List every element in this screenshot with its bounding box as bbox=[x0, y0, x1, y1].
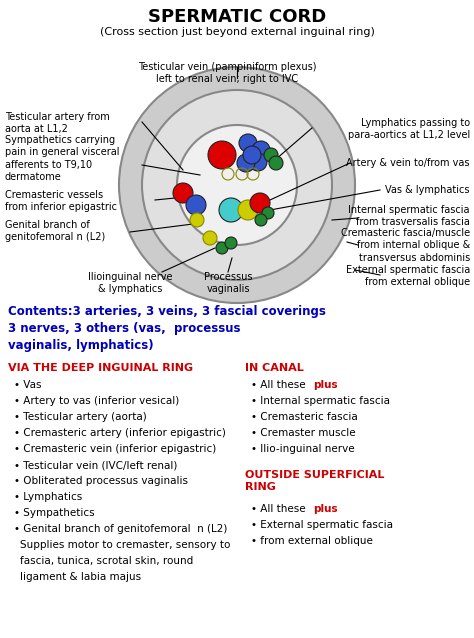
Circle shape bbox=[186, 195, 206, 215]
Circle shape bbox=[219, 198, 243, 222]
Text: • Obliterated processus vaginalis: • Obliterated processus vaginalis bbox=[14, 476, 188, 486]
Circle shape bbox=[177, 125, 297, 245]
Circle shape bbox=[243, 146, 261, 164]
Text: plus: plus bbox=[313, 504, 337, 514]
Text: Processus
vaginalis: Processus vaginalis bbox=[204, 272, 252, 294]
Text: Ilioinguinal nerve
& lymphatics: Ilioinguinal nerve & lymphatics bbox=[88, 272, 172, 294]
Circle shape bbox=[173, 183, 193, 203]
Circle shape bbox=[249, 153, 267, 171]
Text: Lymphatics passing to
para-aortics at L1,2 level: Lymphatics passing to para-aortics at L1… bbox=[348, 118, 470, 140]
Text: • Cremasteric artery (inferior epigastric): • Cremasteric artery (inferior epigastri… bbox=[14, 428, 226, 438]
Text: plus: plus bbox=[313, 380, 337, 390]
Circle shape bbox=[190, 213, 204, 227]
Text: External spermatic fascia
from external oblique: External spermatic fascia from external … bbox=[346, 265, 470, 287]
Circle shape bbox=[216, 242, 228, 254]
Text: SPERMATIC CORD: SPERMATIC CORD bbox=[148, 8, 326, 26]
Text: • Testicular artery (aorta): • Testicular artery (aorta) bbox=[14, 412, 147, 422]
Circle shape bbox=[142, 90, 332, 280]
Text: Internal spermatic fascia
from trasversalis fascia: Internal spermatic fascia from trasversa… bbox=[348, 205, 470, 227]
Text: Contents:3 arteries, 3 veins, 3 fascial coverings
3 nerves, 3 others (vas,  proc: Contents:3 arteries, 3 veins, 3 fascial … bbox=[8, 305, 326, 352]
Circle shape bbox=[255, 214, 267, 226]
Text: • Cremasteric fascia: • Cremasteric fascia bbox=[251, 412, 358, 422]
Text: • Cremaster muscle: • Cremaster muscle bbox=[251, 428, 356, 438]
Text: • Cremasteric vein (inferior epigastric): • Cremasteric vein (inferior epigastric) bbox=[14, 444, 216, 454]
Text: Supplies motor to cremaster, sensory to: Supplies motor to cremaster, sensory to bbox=[20, 540, 230, 550]
Text: Genital branch of
genitofemoral n (L2): Genital branch of genitofemoral n (L2) bbox=[5, 220, 105, 242]
Text: fascia, tunica, scrotal skin, round: fascia, tunica, scrotal skin, round bbox=[20, 556, 193, 566]
Circle shape bbox=[225, 237, 237, 249]
Text: • Internal spermatic fascia: • Internal spermatic fascia bbox=[251, 396, 390, 406]
Circle shape bbox=[238, 200, 258, 220]
Circle shape bbox=[262, 207, 274, 219]
Circle shape bbox=[119, 67, 355, 303]
Text: • Ilio-inguinal nerve: • Ilio-inguinal nerve bbox=[251, 444, 355, 454]
Circle shape bbox=[203, 231, 217, 245]
Text: • External spermatic fascia: • External spermatic fascia bbox=[251, 520, 393, 530]
Text: • from external oblique: • from external oblique bbox=[251, 536, 373, 546]
Circle shape bbox=[269, 156, 283, 170]
Text: OUTSIDE SUPERFICIAL
RING: OUTSIDE SUPERFICIAL RING bbox=[245, 470, 384, 493]
Text: Vas & lymphatics: Vas & lymphatics bbox=[385, 185, 470, 195]
Circle shape bbox=[250, 193, 270, 213]
Circle shape bbox=[237, 154, 255, 172]
Text: • Lymphatics: • Lymphatics bbox=[14, 492, 82, 502]
Text: VIA THE DEEP INGUINAL RING: VIA THE DEEP INGUINAL RING bbox=[8, 363, 193, 373]
Text: Cremasteric vessels
from inferior epigastric: Cremasteric vessels from inferior epigas… bbox=[5, 190, 117, 212]
Circle shape bbox=[208, 141, 236, 169]
Text: ligament & labia majus: ligament & labia majus bbox=[20, 572, 141, 582]
Text: • Genital branch of genitofemoral  n (L2): • Genital branch of genitofemoral n (L2) bbox=[14, 524, 228, 534]
Text: (Cross section just beyond external inguinal ring): (Cross section just beyond external ingu… bbox=[100, 27, 374, 37]
Circle shape bbox=[239, 134, 257, 152]
Text: • Vas: • Vas bbox=[14, 380, 42, 390]
Circle shape bbox=[264, 148, 278, 162]
Text: Testicular vein (pampiniform plexus)
left to renal vein; right to IVC: Testicular vein (pampiniform plexus) lef… bbox=[138, 62, 316, 84]
Text: • All these: • All these bbox=[251, 504, 309, 514]
Text: Sympathetics carrying
pain in general visceral
afferents to T9,10
dermatome: Sympathetics carrying pain in general vi… bbox=[5, 135, 119, 182]
Text: Cremasteric fascia/muscle
from internal oblique &
transversus abdominis: Cremasteric fascia/muscle from internal … bbox=[341, 228, 470, 263]
Text: IN CANAL: IN CANAL bbox=[245, 363, 304, 373]
Text: • Sympathetics: • Sympathetics bbox=[14, 508, 95, 518]
Text: • Testicular vein (IVC/left renal): • Testicular vein (IVC/left renal) bbox=[14, 460, 177, 470]
Text: • All these: • All these bbox=[251, 380, 309, 390]
Text: • Artery to vas (inferior vesical): • Artery to vas (inferior vesical) bbox=[14, 396, 179, 406]
Circle shape bbox=[252, 141, 270, 159]
Text: Testicular artery from
aorta at L1,2: Testicular artery from aorta at L1,2 bbox=[5, 112, 110, 135]
Text: Artery & vein to/from vas: Artery & vein to/from vas bbox=[346, 158, 470, 168]
